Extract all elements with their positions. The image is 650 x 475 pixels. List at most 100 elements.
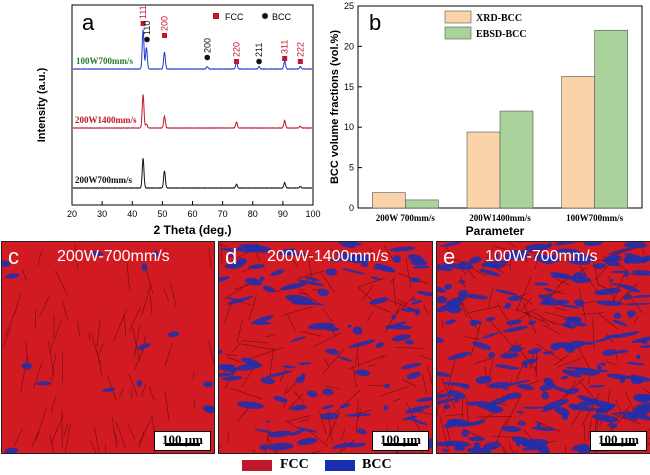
bcc-phase-region (542, 399, 569, 410)
bcc-phase-region (222, 365, 237, 373)
fcc-marker (140, 21, 146, 26)
grain-boundary (418, 411, 432, 415)
bcc-phase-region (405, 409, 424, 414)
grain-boundary (515, 277, 532, 313)
bcc-phase-region (511, 436, 533, 446)
bcc-phase-region (631, 270, 650, 274)
bcc-phase-region (248, 264, 266, 269)
grain-boundary (96, 319, 101, 348)
grain-boundary (14, 428, 23, 447)
x-tick-label: 100W700mm/s (566, 213, 623, 223)
x-tick-label: 70 (218, 209, 228, 219)
bcc-phase-region (594, 288, 621, 296)
xrd-series-line (72, 29, 313, 71)
bcc-phase-region (226, 296, 253, 305)
bcc-phase-region (466, 401, 479, 406)
bcc-phase-region (597, 364, 602, 372)
grain-boundary (248, 346, 285, 360)
legend-bcc-label: BCC (272, 12, 292, 22)
grain-boundary (398, 299, 408, 305)
grain-boundary (170, 282, 177, 308)
bcc-phase-region (345, 413, 372, 417)
bcc-phase-region (354, 369, 371, 377)
bcc-phase-region (503, 306, 511, 309)
bar (405, 199, 439, 209)
grain-boundary (557, 358, 582, 368)
bcc-phase-region (416, 291, 432, 297)
bcc-phase-region (481, 260, 509, 267)
grain-boundary (598, 313, 618, 330)
bcc-phase-region (304, 301, 325, 306)
grain-boundary (476, 416, 512, 418)
fcc-swatch (242, 460, 272, 471)
grain-boundary (269, 347, 275, 376)
bcc-phase-region (437, 301, 462, 313)
grain-boundary (515, 308, 544, 323)
bcc-phase-region (383, 405, 389, 411)
grain-boundary (115, 420, 126, 449)
panel-title: 100W-700mm/s (485, 248, 598, 265)
grain-boundary (319, 411, 327, 434)
grain-boundary (126, 261, 130, 291)
grain-boundary (633, 315, 639, 324)
grain-boundary (64, 423, 71, 453)
grain-boundary (494, 418, 508, 446)
scale-bar: 100 μm (590, 431, 647, 451)
bcc-phase-region (88, 251, 104, 256)
bcc-phase-region (259, 276, 265, 282)
x-tick-label: 30 (97, 209, 107, 219)
bcc-phase-region (437, 398, 454, 404)
series-label: 200W1400mm/s (75, 115, 137, 125)
grain-boundary (523, 310, 533, 314)
grain-boundary (287, 393, 304, 410)
ebsd-phase-map (2, 242, 214, 453)
bcc-phase-region (568, 403, 580, 410)
bcc-phase-region (458, 279, 466, 284)
grain-boundary (282, 306, 313, 316)
bcc-phase-region (260, 377, 276, 385)
bcc-phase-region (447, 390, 466, 399)
grain-boundary (141, 383, 147, 397)
grain-boundary (290, 256, 298, 268)
bcc-phase-region (623, 294, 633, 300)
fcc-marker (282, 56, 288, 61)
grain-boundary (31, 431, 39, 448)
bcc-phase-region (444, 283, 452, 290)
grain-boundary (38, 294, 50, 318)
peak-label: 222 (295, 42, 305, 57)
bcc-bar-chart: 0 5 10 15 20 25 BCC volume fractions (vol.%) Pa… (329, 1, 643, 238)
bcc-phase-region (325, 348, 340, 355)
grain-boundary (141, 283, 152, 316)
grain-boundary (514, 449, 519, 453)
y-tick-label: 25 (344, 1, 354, 11)
bcc-phase-region (237, 244, 260, 253)
grain-boundary (286, 380, 298, 394)
bcc-phase-region (602, 349, 617, 356)
xrd-panel: 20 30 40 50 60 70 80 90 100 2 Theta (deg.) Intensi… (0, 0, 325, 240)
xrd-chart: 20 30 40 50 60 70 80 90 100 2 Theta (deg.) Intensi… (36, 4, 321, 237)
bcc-phase-region (437, 296, 448, 304)
grain-boundary (248, 295, 257, 321)
bcc-phase-region (317, 288, 329, 297)
bcc-phase-region (531, 426, 556, 431)
bcc-phase-region (592, 337, 614, 343)
grain-boundary (605, 360, 617, 366)
bcc-phase-region (224, 262, 244, 269)
bcc-phase-region (389, 246, 416, 252)
bar (561, 75, 595, 209)
grain-boundary (461, 396, 464, 420)
grain-boundary (535, 353, 537, 379)
grain-boundary (402, 379, 417, 388)
bcc-swatch (325, 460, 355, 471)
grain-boundary (242, 340, 269, 343)
bcc-phase-region (631, 412, 648, 420)
bcc-phase-region (356, 428, 367, 435)
grain-boundary (227, 356, 242, 363)
bcc-phase-region (613, 331, 640, 339)
bcc-phase-region (153, 250, 158, 258)
bcc-phase-region (407, 417, 429, 426)
bcc-phase-region (337, 356, 353, 362)
bcc-phase-region (235, 362, 263, 371)
bcc-phase-region (262, 285, 275, 293)
bcc-phase-region (525, 243, 550, 252)
